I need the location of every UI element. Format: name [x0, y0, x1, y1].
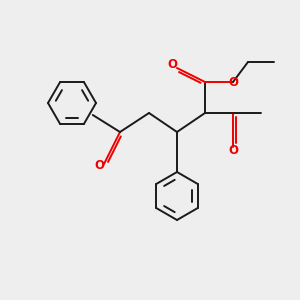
Text: O: O [228, 76, 238, 88]
Text: O: O [228, 144, 238, 157]
Text: O: O [167, 58, 178, 71]
Text: O: O [94, 159, 104, 172]
